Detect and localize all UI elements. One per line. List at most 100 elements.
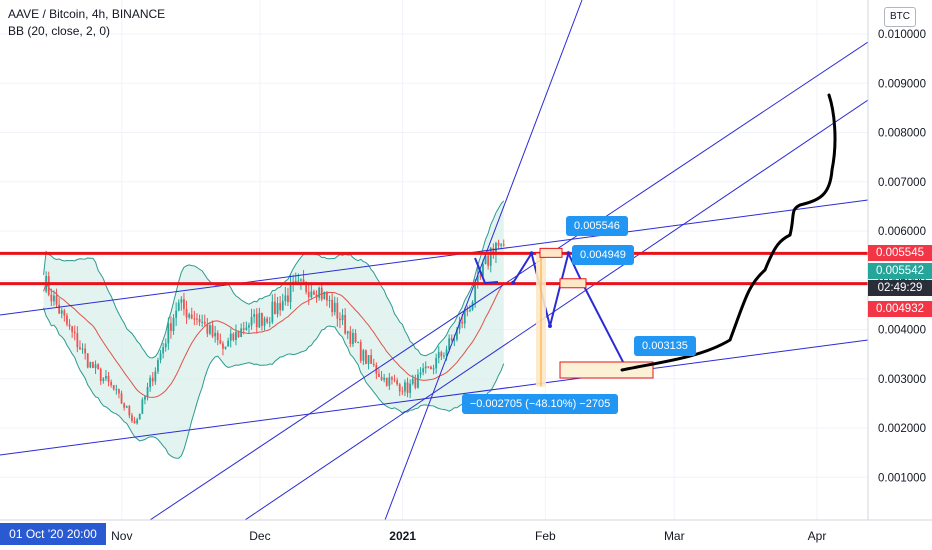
price-chart[interactable] [0, 0, 868, 520]
candle-body [333, 302, 336, 313]
candle-body [141, 399, 144, 414]
candle-body [224, 346, 227, 349]
candle-body [482, 263, 484, 277]
bollinger-basis [43, 282, 505, 398]
candle-body [409, 383, 412, 393]
candle-body [99, 368, 102, 382]
projection-path [512, 250, 630, 373]
candle-body [63, 310, 66, 316]
candle-body [289, 282, 292, 303]
candle-body [274, 301, 276, 315]
candle-body [125, 406, 128, 408]
candle-body [237, 331, 240, 338]
candle-body [313, 291, 315, 295]
trendline [244, 99, 868, 520]
callout-target[interactable]: 0.003135 [634, 336, 696, 356]
candle-body [136, 419, 139, 424]
candle-body [346, 331, 349, 334]
callout-support[interactable]: 0.004949 [572, 245, 634, 265]
trendline [0, 199, 868, 316]
candle-body [253, 314, 256, 317]
candle-body [245, 327, 248, 330]
candle-body [315, 294, 318, 298]
candle-body [276, 303, 279, 315]
candle-body [469, 309, 471, 311]
candle-body [118, 389, 120, 394]
trendline [384, 0, 583, 520]
candle-body [432, 368, 435, 370]
candle-body [502, 244, 505, 246]
candle-body [354, 333, 357, 343]
candle-body [279, 303, 282, 311]
candle-body [206, 323, 209, 334]
candle-body [144, 396, 146, 400]
candle-body [365, 350, 367, 364]
candle-body [372, 363, 375, 365]
candle-body [453, 339, 456, 341]
candle-body [471, 302, 474, 310]
candle-body [328, 299, 331, 301]
candle-body [112, 385, 115, 390]
candle-body [66, 315, 68, 325]
candle-body [294, 280, 297, 282]
trendline [149, 41, 868, 520]
x-tick-label: 2021 [389, 529, 416, 543]
candle-body [385, 377, 388, 386]
x-tick-label: Mar [664, 529, 685, 543]
candle-body [115, 389, 118, 391]
y-tick-label: 0.006000 [878, 226, 926, 238]
candle-body [435, 357, 438, 369]
projection-point [547, 324, 552, 329]
candle-body [89, 362, 92, 368]
candle-body [102, 378, 105, 382]
candle-body [73, 331, 76, 334]
projection-point [529, 251, 534, 256]
candle-body [456, 329, 458, 340]
bollinger-band-fill [43, 200, 504, 459]
candle-body [466, 310, 469, 312]
y-tick-label: 0.004000 [878, 325, 926, 337]
candle-body [120, 393, 123, 404]
candle-body [443, 355, 445, 357]
candle-body [487, 255, 490, 266]
price-range-label[interactable]: −0.002705 (−48.10%) −2705 [462, 394, 618, 414]
candle-body [170, 323, 172, 332]
candle-body [107, 375, 110, 382]
candle-body [302, 279, 305, 283]
candle-body [352, 333, 354, 345]
candle-body [258, 312, 261, 328]
indicator-label[interactable]: BB (20, close, 2, 0) [8, 24, 111, 38]
candle-body [123, 403, 126, 408]
candle-body [183, 299, 185, 310]
callout-resistance[interactable]: 0.005546 [566, 216, 628, 236]
candle-body [47, 276, 50, 295]
candle-body [398, 384, 401, 392]
candle-body [84, 348, 87, 354]
y-tick-label: 0.010000 [878, 29, 926, 41]
currency-badge[interactable]: BTC [884, 7, 916, 27]
candle-body [240, 328, 243, 338]
x-tick-label: Nov [111, 529, 132, 543]
candle-body [232, 333, 235, 340]
last-price-tag: 0.005542 [868, 263, 932, 279]
candle-body [300, 279, 302, 281]
chart-area[interactable] [0, 0, 868, 520]
candle-body [391, 377, 393, 380]
candle-body [229, 333, 232, 341]
candle-body [378, 373, 380, 377]
candle-body [440, 352, 443, 357]
candle-body [198, 319, 201, 323]
candle-body [497, 242, 500, 246]
candle-body [255, 314, 258, 328]
candle-body [81, 348, 84, 350]
candle-body [209, 325, 211, 334]
candle-body [58, 304, 61, 314]
candle-body [53, 295, 55, 302]
candle-body [167, 323, 170, 344]
candle-body [336, 302, 339, 319]
candle-body [172, 317, 175, 332]
candle-body [151, 377, 154, 382]
candle-body [79, 347, 81, 350]
candle-body [445, 349, 448, 356]
symbol-title[interactable]: AAVE / Bitcoin, 4h, BINANCE [8, 7, 166, 21]
